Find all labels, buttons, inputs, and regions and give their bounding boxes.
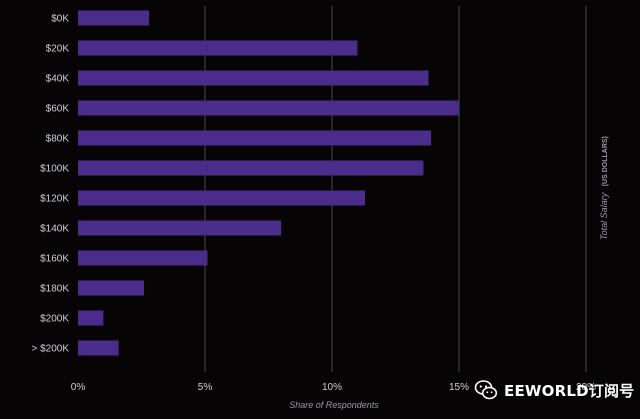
category-label: $160K xyxy=(40,254,69,265)
y-axis-title-unit: (US DOLLARS) xyxy=(602,136,609,186)
watermark-text: EEWORLD订阅号 xyxy=(504,381,635,400)
category-label: $200K xyxy=(40,314,69,325)
bar xyxy=(78,100,459,116)
wechat-icon xyxy=(474,380,498,400)
bar xyxy=(78,310,104,326)
category-label: $100K xyxy=(40,164,69,175)
category-label: $0K xyxy=(51,14,69,25)
category-label: $20K xyxy=(46,44,70,55)
x-tick-label: 15% xyxy=(449,382,469,393)
bar xyxy=(78,190,366,206)
x-axis-title: Share of Respondents xyxy=(289,400,379,410)
x-tick-label: 5% xyxy=(198,382,213,393)
bar xyxy=(78,130,432,146)
category-label: > $200K xyxy=(31,344,69,355)
y-axis-title-main: Total Salary xyxy=(599,192,609,240)
bar xyxy=(78,10,150,26)
bar xyxy=(78,40,358,56)
bar xyxy=(78,340,119,356)
category-label: $60K xyxy=(46,104,70,115)
bar xyxy=(78,160,424,176)
watermark: EEWORLD订阅号 xyxy=(474,378,634,402)
category-label: $40K xyxy=(46,74,70,85)
category-label: $120K xyxy=(40,194,69,205)
bar xyxy=(78,220,282,236)
bars xyxy=(78,10,459,356)
bar xyxy=(78,70,429,86)
category-label: $140K xyxy=(40,224,69,235)
x-tick-label: 20% xyxy=(576,382,596,393)
bar xyxy=(78,250,208,266)
category-label: $180K xyxy=(40,284,69,295)
x-tick-label: 10% xyxy=(322,382,342,393)
bar xyxy=(78,280,145,296)
category-label: $80K xyxy=(46,134,70,145)
gridlines xyxy=(204,6,587,372)
y-axis-title: Total Salary (US DOLLARS) xyxy=(599,136,609,240)
x-tick-label: 0% xyxy=(71,382,86,393)
x-tick-labels: 0% 5% 10% 15% 20% xyxy=(71,382,596,393)
category-labels: $0K $20K $40K $60K $80K $100K $120K $140K $160K $… xyxy=(31,14,69,355)
